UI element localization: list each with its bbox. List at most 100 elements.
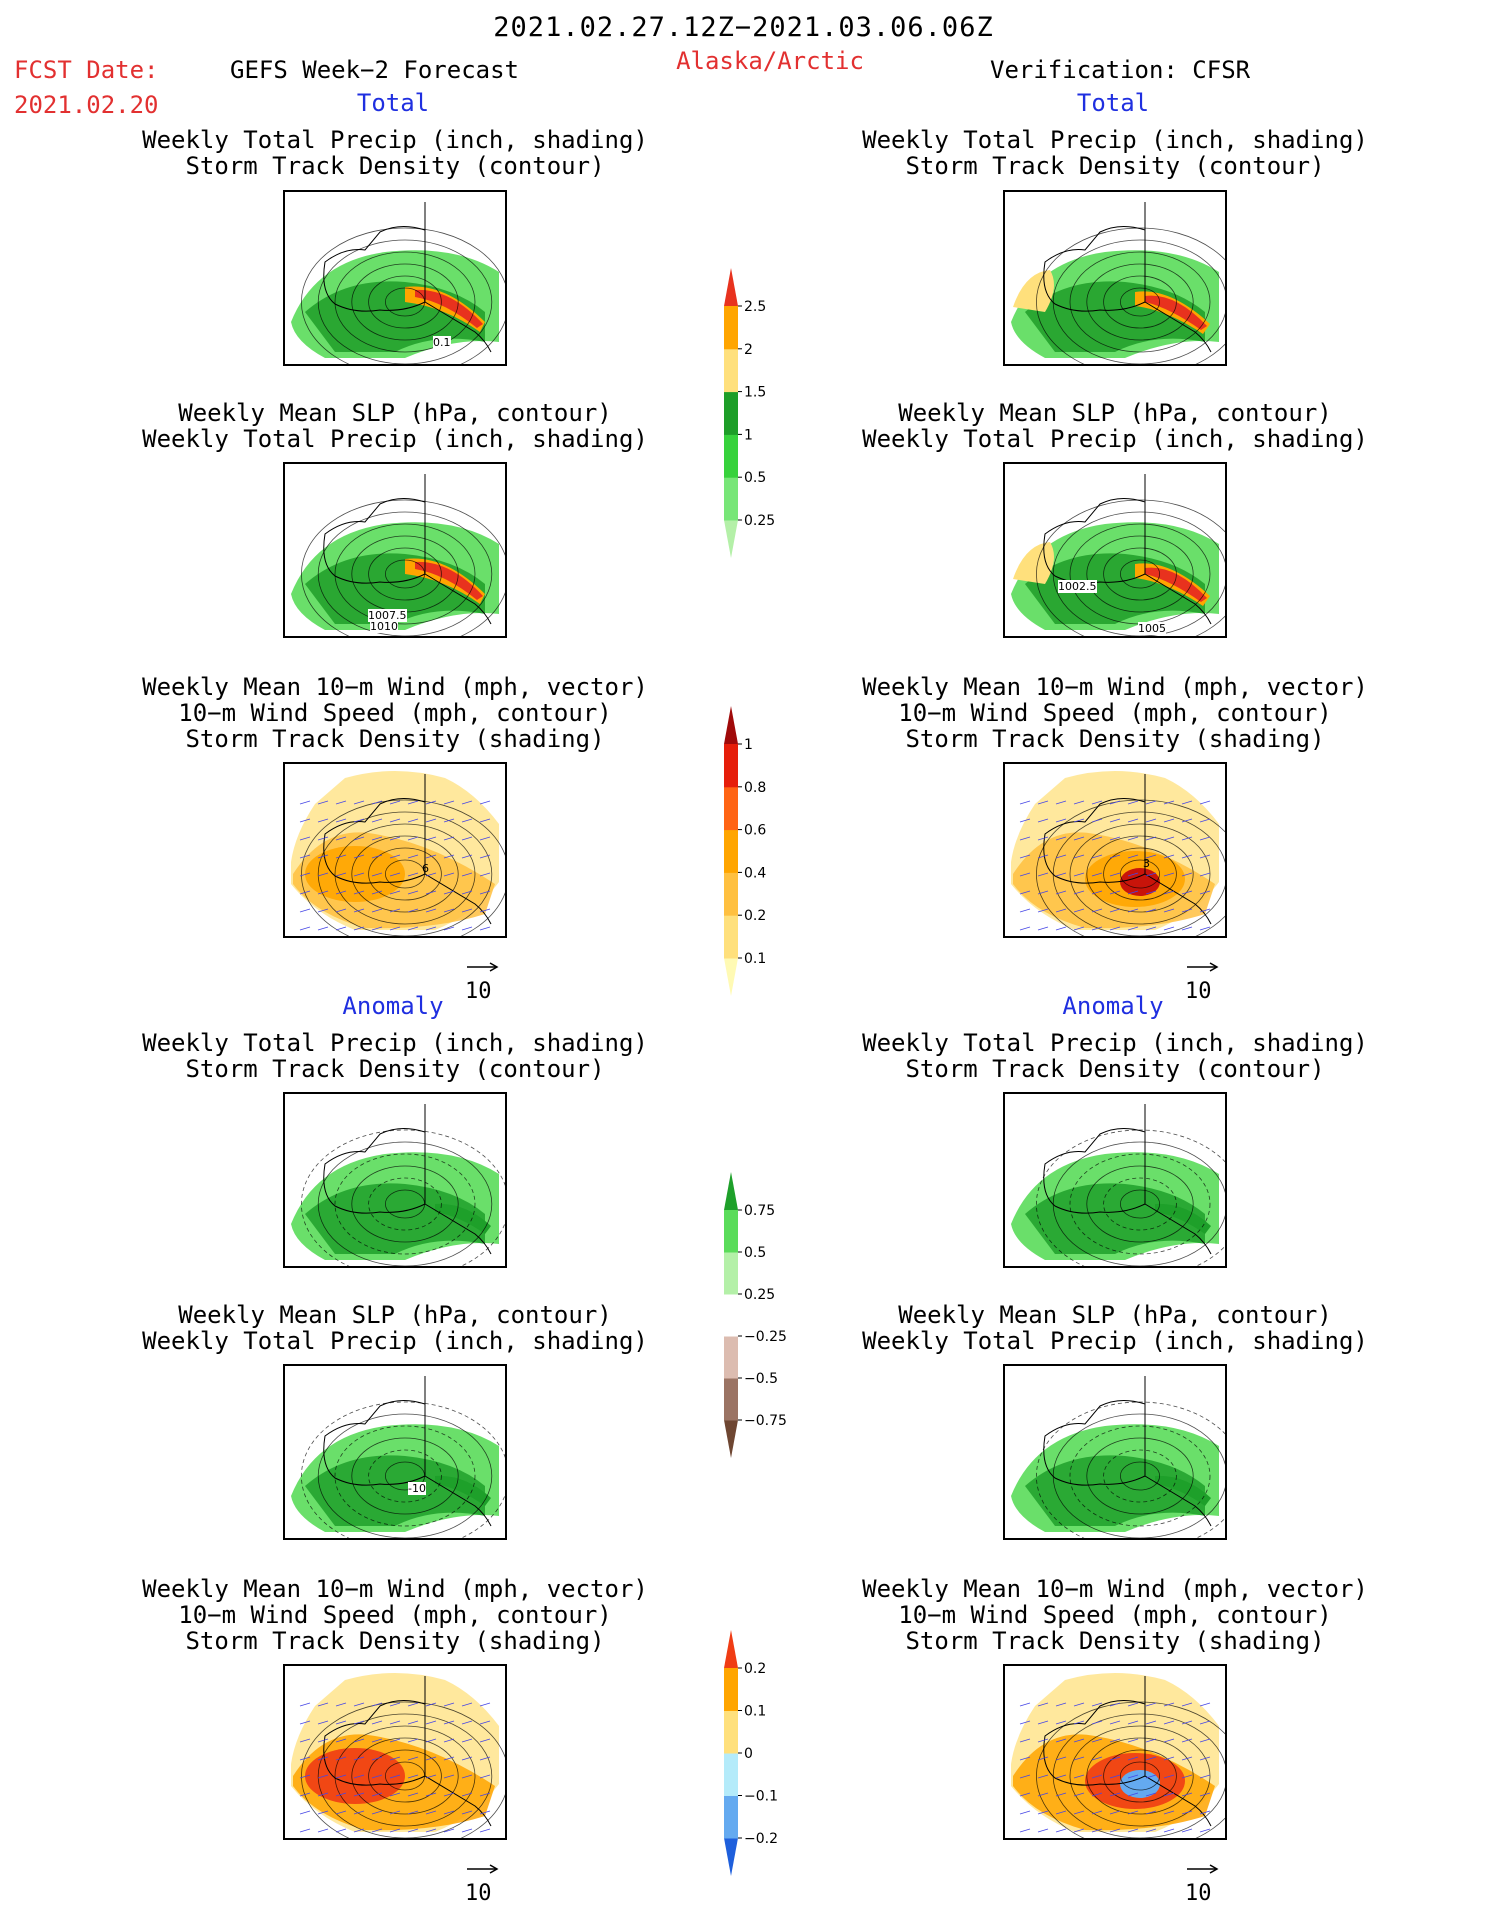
- wind-vector: [1127, 800, 1139, 805]
- contour-line: [1120, 287, 1161, 317]
- fcst-date-value: 2021.02.20: [14, 91, 159, 119]
- wind-vector: [335, 1810, 347, 1815]
- contour-line: [1036, 227, 1225, 364]
- wind-vector: [1163, 1720, 1175, 1725]
- map-fcst-total-wind: [283, 762, 507, 938]
- wind-vector: [1019, 1774, 1031, 1779]
- contour-line: [1086, 1437, 1194, 1515]
- wind-vector: [1037, 1756, 1049, 1761]
- wind-vector: [1199, 854, 1211, 859]
- wind-vector: [1181, 1810, 1193, 1815]
- contour-line: [317, 1141, 493, 1266]
- wind-vector: [335, 1702, 347, 1707]
- wind-vector: [1091, 1702, 1103, 1707]
- coastline: [1043, 798, 1146, 884]
- wind-vector: [317, 1810, 329, 1815]
- wind-vector: [1019, 800, 1031, 805]
- wind-vector: [1127, 1738, 1139, 1743]
- wind-vector: [461, 1720, 473, 1725]
- colorbar-label: 2.5: [744, 299, 766, 315]
- contour-line: [317, 239, 493, 364]
- wind-vector: [443, 1738, 455, 1743]
- wind-vector: [1109, 890, 1121, 895]
- wind-vector: [371, 1792, 383, 1797]
- colorbar-label: 1: [744, 427, 753, 443]
- wind-vector: [317, 1792, 329, 1797]
- wind-vector: [1037, 800, 1049, 805]
- wind-vector: [1109, 926, 1121, 931]
- wind-vector: [1145, 1774, 1157, 1779]
- colorbar-segment: [724, 1294, 738, 1337]
- wind-vector: [479, 800, 491, 805]
- wind-vector: [1127, 818, 1139, 823]
- wind-vector: [299, 854, 311, 859]
- wind-vector: [407, 890, 419, 895]
- wind-vector: [353, 1756, 365, 1761]
- wind-vector: [425, 818, 437, 823]
- precip-shading: [1155, 1203, 1211, 1234]
- colorbar-segment: [724, 872, 738, 916]
- wind-vector: [407, 854, 419, 859]
- wind-vector: [1109, 854, 1121, 859]
- wind-vector: [371, 908, 383, 913]
- coastline: [1144, 301, 1212, 353]
- wind-vector: [1145, 890, 1157, 895]
- wind-vector: [299, 1792, 311, 1797]
- wind-vector: [425, 854, 437, 859]
- wind-vector: [1181, 854, 1193, 859]
- contour-line: [1069, 1425, 1211, 1527]
- map-verif-total-slp: [1003, 462, 1227, 638]
- contour-line: [1120, 559, 1161, 589]
- contour-line: [1036, 1701, 1225, 1838]
- wind-vector: [443, 1792, 455, 1797]
- contour-line: [301, 1701, 505, 1838]
- wind-vector: [461, 872, 473, 877]
- wind-vector: [1181, 1756, 1193, 1761]
- wind-vector: [1055, 800, 1067, 805]
- wind-vector: [1163, 836, 1175, 841]
- wind-vector: [1109, 1828, 1121, 1833]
- contour-line: [1052, 1713, 1225, 1838]
- wind-vector: [317, 872, 329, 877]
- wind-vector: [1037, 1702, 1049, 1707]
- wind-vector: [1145, 1738, 1157, 1743]
- wind-vector: [335, 836, 347, 841]
- title-verif-anom-slp: Weekly Mean SLP (hPa, contour) Weekly Tot…: [862, 1301, 1368, 1355]
- contour-line: [1103, 1177, 1177, 1231]
- wind-vector: [461, 854, 473, 859]
- contour-line: [1086, 263, 1194, 341]
- coastline: [1043, 1400, 1146, 1486]
- coastline: [1144, 1775, 1212, 1827]
- wind-vector: [335, 872, 347, 877]
- contour-line: [1052, 811, 1225, 936]
- wind-vector: [389, 854, 401, 859]
- wind-vector: [371, 1738, 383, 1743]
- wind-vector: [1019, 926, 1031, 931]
- contour-line: [301, 1401, 505, 1538]
- contour-line: [1069, 1153, 1211, 1255]
- wind-vector: [389, 818, 401, 823]
- wind-vector: [371, 818, 383, 823]
- colorbar-segment: [724, 786, 738, 831]
- wind-vector: [317, 836, 329, 841]
- contour-line: [1052, 1141, 1225, 1266]
- wind-reference: 10: [1183, 1856, 1223, 1906]
- wind-vector: [1091, 1720, 1103, 1725]
- coastline: [323, 798, 426, 884]
- wind-vector: [425, 800, 437, 805]
- wind-vector: [407, 836, 419, 841]
- contour-line: [385, 859, 426, 889]
- wind-vector: [371, 1828, 383, 1833]
- wind-vector: [299, 1720, 311, 1725]
- title-verif-total-precip: Weekly Total Precip (inch, shading) Storm…: [862, 126, 1368, 180]
- contour-label: 1002.5: [1058, 580, 1097, 593]
- wind-vector: [443, 836, 455, 841]
- wind-vector: [407, 1738, 419, 1743]
- wind-vector: [479, 836, 491, 841]
- wind-vector: [407, 926, 419, 931]
- wind-vector: [299, 818, 311, 823]
- contour-line: [368, 547, 442, 601]
- contour-line: [1120, 1461, 1161, 1491]
- wind-vector: [1145, 800, 1157, 805]
- wind-vector: [1199, 908, 1211, 913]
